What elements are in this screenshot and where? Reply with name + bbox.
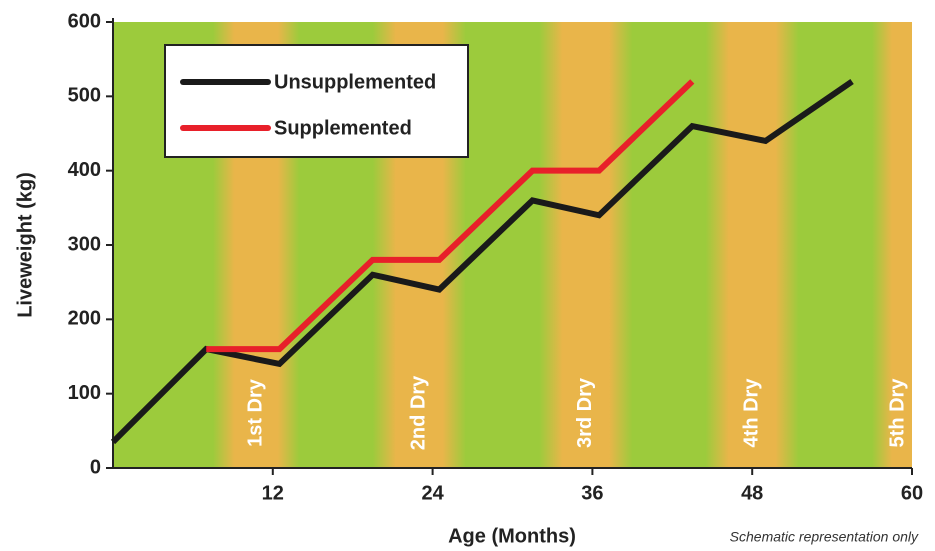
legend-label: Unsupplemented (274, 71, 436, 93)
dry-season-band (539, 22, 633, 468)
legend-box (164, 44, 469, 158)
y-tick-label: 600 (68, 10, 101, 32)
season-label: 4th Dry (740, 378, 762, 448)
y-tick-label: 0 (90, 456, 101, 478)
x-axis-title: Age (Months) (448, 525, 576, 547)
y-tick-label: 200 (68, 308, 101, 330)
dry-season-band (872, 22, 912, 468)
y-tick-label: 400 (68, 159, 101, 181)
series-line (206, 79, 695, 353)
season-label: 1st Dry (244, 378, 266, 447)
x-tick-label: 12 (262, 482, 284, 504)
season-label: 2nd Dry (408, 375, 430, 450)
x-tick-label: 36 (581, 482, 603, 504)
x-tick-label: 24 (421, 482, 444, 504)
dry-season-band (705, 22, 799, 468)
legend-label: Supplemented (274, 117, 412, 139)
y-tick-label: 300 (68, 233, 101, 255)
season-label: 5th Dry (886, 378, 908, 448)
x-tick-label: 48 (741, 482, 763, 504)
y-tick-label: 500 (68, 85, 101, 107)
y-axis-title: Liveweight (kg) (14, 172, 36, 318)
y-tick-label: 100 (68, 382, 101, 404)
season-label: 3rd Dry (574, 377, 596, 448)
series-line (110, 78, 854, 445)
note: Schematic representation only (730, 529, 919, 545)
x-tick-label: 60 (901, 482, 923, 504)
